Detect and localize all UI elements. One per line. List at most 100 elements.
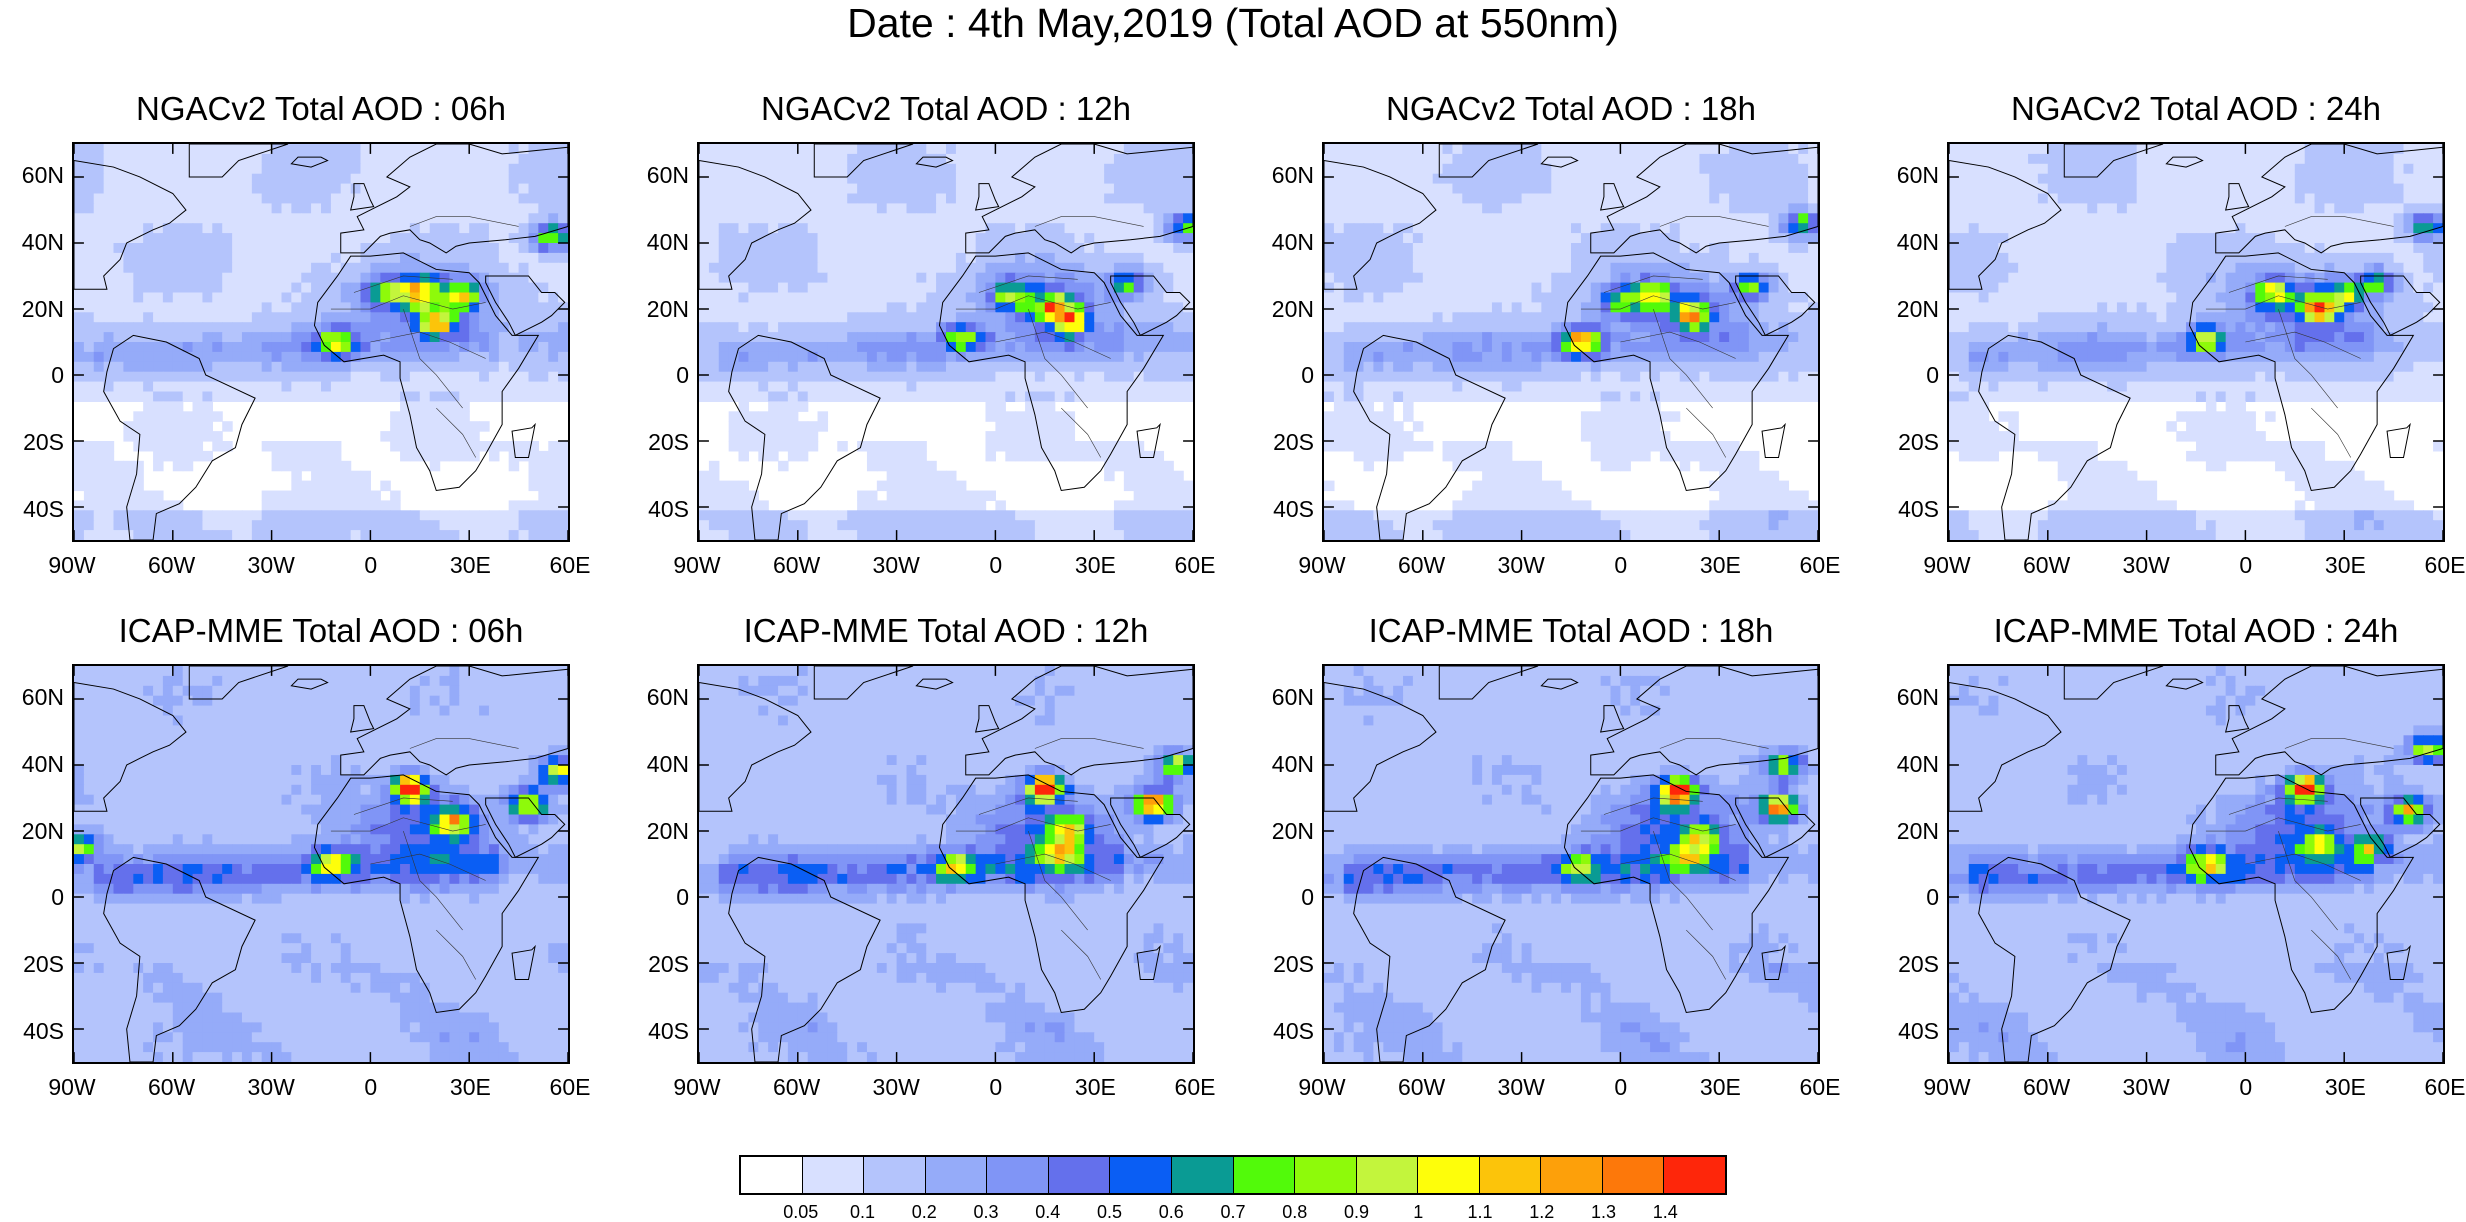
lon-label: 30W [1497,552,1545,578]
lat-label: 0 [1926,362,1939,389]
lat-label: 20N [646,295,689,322]
lon-label: 0 [2239,1074,2253,1100]
lon-label: 60W [2022,1074,2071,1100]
colorbar-box [864,1157,926,1193]
colorbar-box [1664,1157,1725,1193]
axis-ticks [74,666,568,1062]
lat-label: 20S [648,951,689,977]
panel-title-ngacv2-24h: NGACv2 Total AOD : 24h [2011,90,2381,127]
colorbar-box [1418,1157,1480,1193]
colorbar-label: 0.6 [1158,1202,1184,1222]
lat-label: 40S [1898,1017,1939,1044]
lon-label: 90W [673,552,721,578]
lon-label: 0 [1614,552,1628,578]
lat-label: 40N [21,751,64,777]
colorbar-box [1110,1157,1172,1193]
lat-label: 20S [23,951,64,977]
lon-label: 0 [2239,552,2253,578]
colorbar-box [1541,1157,1603,1193]
lon-label: 90W [1923,1074,1971,1100]
map-panel-ngacv2-12h [697,142,1195,542]
colorbar-box [1356,1157,1419,1193]
aod-raster [1324,144,1818,540]
lat-label: 40N [1896,751,1939,777]
colorbar-label: 1.1 [1467,1202,1493,1222]
lon-label: 0 [989,552,1003,578]
lon-label: 90W [1298,552,1346,578]
lon-label: 90W [1298,1074,1346,1100]
lon-label: 0 [364,1074,378,1100]
lon-label: 60E [1799,1074,1841,1100]
lon-label: 60W [772,552,821,578]
lon-label: 0 [989,1074,1003,1100]
lon-label: 60W [772,1074,821,1100]
lon-label: 90W [48,1074,96,1100]
lat-label: 40N [21,229,64,255]
panel-title-ngacv2-12h: NGACv2 Total AOD : 12h [761,90,1131,127]
lat-label: 20N [1896,817,1939,844]
lon-label: 60W [147,1074,196,1100]
colorbar-label: 0.4 [1035,1202,1061,1222]
colorbar-label: 0.7 [1220,1202,1246,1222]
map-panel-ngacv2-24h [1947,142,2445,542]
lon-label: 90W [1923,552,1971,578]
coastlines [74,144,568,540]
lat-label: 20S [1273,429,1314,455]
lat-label: 0 [1926,884,1939,911]
map-panel-icap-mme-06h [72,664,570,1064]
aod-map-icap-mme-18h [1324,666,1818,1062]
colorbar-label: 0.2 [911,1202,937,1222]
colorbar-label: 0.8 [1282,1202,1308,1222]
panel-title-ngacv2-18h: NGACv2 Total AOD : 18h [1386,90,1756,127]
aod-raster [1949,666,2443,1062]
lon-label: 60W [1397,1074,1446,1100]
lat-label: 20S [23,429,64,455]
colorbar-label: 0.5 [1096,1202,1123,1222]
lon-label: 30E [2324,552,2366,578]
lat-label: 0 [51,362,64,389]
lat-label: 20N [646,817,689,844]
lat-label: 60N [646,162,689,189]
lon-label: 60E [1799,552,1841,578]
aod-raster [1324,666,1818,1062]
lat-label: 0 [1301,884,1314,911]
aod-raster [74,144,568,540]
lat-label: 20N [21,295,64,322]
colorbar [739,1155,1727,1195]
lon-label: 30E [1699,552,1741,578]
colorbar-label: 1.2 [1529,1202,1555,1222]
colorbar-box [1295,1157,1357,1193]
lon-label: 30W [1497,1074,1545,1100]
coastlines [699,666,1193,1062]
colorbar-label: 0.3 [973,1202,999,1222]
lon-label: 30E [1074,1074,1116,1100]
lat-label: 40N [1271,751,1314,777]
axis-ticks [699,666,1193,1062]
lat-label: 40N [1271,229,1314,255]
colorbar-label: 0.1 [849,1202,876,1222]
coastlines [1949,666,2443,1062]
lon-label: 60E [2424,552,2466,578]
colorbar-label: 1 [1413,1202,1424,1222]
lat-label: 40S [23,1017,64,1044]
colorbar-label: 0.9 [1343,1202,1370,1222]
lon-label: 30W [872,552,920,578]
axis-ticks [1324,144,1818,540]
colorbar-box [1479,1157,1542,1193]
coastlines [1324,666,1818,1062]
axis-ticks [74,144,568,540]
map-panel-icap-mme-12h [697,664,1195,1064]
axis-ticks [1949,666,2443,1062]
colorbar-box [741,1157,803,1193]
lat-label: 20S [1273,951,1314,977]
lat-label: 60N [1271,162,1314,189]
lon-label: 60E [549,1074,591,1100]
aod-raster [699,144,1193,540]
colorbar-box [925,1157,988,1193]
aod-raster [1949,144,2443,540]
coastlines [1949,144,2443,540]
lat-label: 40S [23,495,64,522]
lon-label: 30E [449,1074,491,1100]
lat-label: 0 [676,362,689,389]
axis-ticks [699,144,1193,540]
